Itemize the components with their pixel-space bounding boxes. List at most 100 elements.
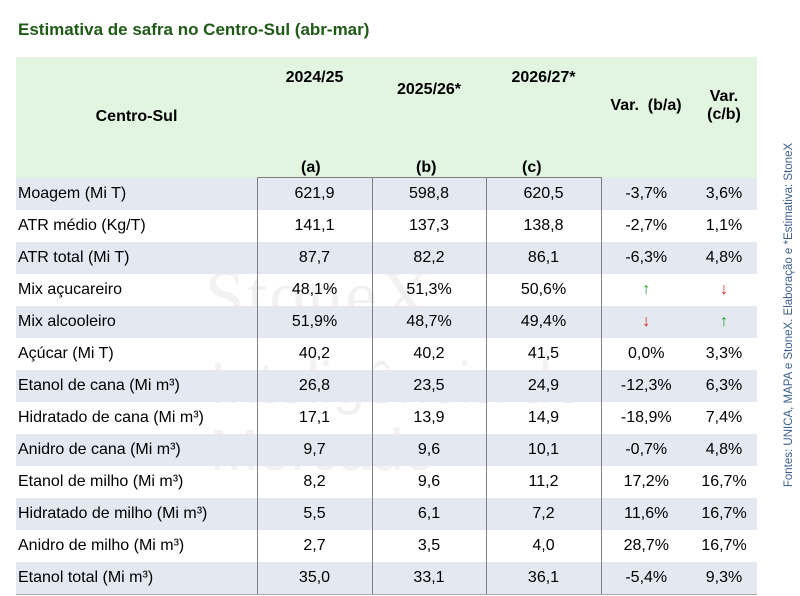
row-label: Anidro de cana (Mi m³) <box>16 434 257 466</box>
cell-2026-27-text: 14,9 <box>527 409 560 426</box>
cell-2026-27-text: 86,1 <box>527 249 560 266</box>
cell-2026-27: 24,9 <box>485 370 601 402</box>
row-label: Etanol total (Mi m³) <box>16 562 257 595</box>
cell-var-cb-text: 16,7% <box>701 537 747 554</box>
cell-2024-25-text: 87,7 <box>298 249 331 266</box>
cell-2026-27: 86,1 <box>485 242 601 274</box>
cell-2025-26: 598,8 <box>371 177 486 210</box>
cell-2026-27-text: 36,1 <box>527 569 560 586</box>
cell-var-ba: 0,0% <box>600 338 691 370</box>
cell-var-ba: -0,7% <box>600 434 691 466</box>
table-row: Anidro de milho (Mi m³) 2,7 3,5 4,0 28,7% 16,… <box>16 530 757 562</box>
cell-var-cb: 6,3% <box>691 370 757 402</box>
cell-2026-27: 36,1 <box>485 562 601 595</box>
col-a-year-text: 2024/25 <box>285 69 344 86</box>
cell-2024-25: 5,5 <box>256 498 372 530</box>
cell-2026-27: 14,9 <box>485 402 601 434</box>
cell-2025-26-text: 48,7% <box>406 313 452 330</box>
page-title: Estimativa de safra no Centro-Sul (abr-m… <box>18 20 370 39</box>
arrow-down-icon: ↓ <box>642 313 651 330</box>
cell-2025-26: 51,3% <box>371 274 486 306</box>
cell-2024-25-text: 17,1 <box>298 409 331 426</box>
cell-2025-26-text: 33,1 <box>413 569 445 586</box>
table-row: Hidratado de cana (Mi m³) 17,1 13,9 14,9 -18… <box>16 402 757 434</box>
cell-2024-25: 35,0 <box>256 562 372 595</box>
table-row: Mix açucareiro 48,1% 51,3% 50,6% ↑ ↓ <box>16 274 757 306</box>
cell-var-cb: 3,3% <box>691 338 757 370</box>
cell-var-cb: 16,7% <box>691 498 757 530</box>
cell-var-ba: -18,9% <box>600 402 691 434</box>
cell-2025-26-text: 9,6 <box>417 473 441 490</box>
row-label: Hidratado de cana (Mi m³) <box>16 402 257 434</box>
row-label-text: ATR total (Mi T) <box>18 249 130 266</box>
row-label: Açúcar (Mi T) <box>16 338 257 370</box>
cell-2026-27-text: 138,8 <box>523 217 564 234</box>
cell-2026-27-text: 41,5 <box>527 345 560 362</box>
header-col-a-year: 2024/25 <box>257 57 372 155</box>
cell-var-ba: -6,3% <box>600 242 691 274</box>
cell-2026-27: 11,2 <box>485 466 601 498</box>
header-col-a-sub: (a) <box>257 155 372 178</box>
cell-2025-26-text: 598,8 <box>408 185 450 202</box>
cell-2024-25: 17,1 <box>256 402 372 434</box>
source-note: Fontes: UNICA, MAPA e StoneX. Elaboração… <box>778 40 800 590</box>
cell-2024-25-text: 26,8 <box>298 377 331 394</box>
cell-2024-25: 51,9% <box>256 306 372 338</box>
cell-2024-25-text: 35,0 <box>298 569 331 586</box>
cell-2025-26: 6,1 <box>371 498 486 530</box>
cell-var-ba: 28,7% <box>600 530 691 562</box>
cell-var-cb: 9,3% <box>691 562 757 595</box>
cell-var-ba: 17,2% <box>600 466 691 498</box>
cell-2026-27-text: 620,5 <box>523 185 564 202</box>
cell-var-ba-text: 17,2% <box>623 473 669 490</box>
row-label-text: Etanol de milho (Mi m³) <box>18 473 184 490</box>
row-label-text: ATR médio (Kg/T) <box>18 217 146 234</box>
var-cb-line2: (c/b) <box>707 106 741 124</box>
cell-2026-27-text: 50,6% <box>520 281 567 298</box>
cell-2024-25-text: 2,7 <box>303 537 326 554</box>
row-label: Moagem (Mi T) <box>16 177 257 210</box>
cell-var-cb-text: 1,1% <box>705 217 743 234</box>
header-var-ba: Var. (b/a) <box>601 57 691 178</box>
cell-var-cb-text: 9,3% <box>705 569 743 586</box>
var-cb-line1: Var. <box>709 88 739 106</box>
cell-2024-25: 2,7 <box>256 530 372 562</box>
cell-var-cb: 16,7% <box>691 530 757 562</box>
row-label: Mix açucareiro <box>16 274 257 306</box>
cell-2026-27: 49,4% <box>485 306 601 338</box>
cell-var-cb-text: 16,7% <box>701 505 747 522</box>
cell-2025-26-text: 137,3 <box>408 217 450 234</box>
var-ba-text: Var. (b/a) <box>610 97 682 115</box>
cell-var-ba: ↓ <box>600 306 691 338</box>
cell-var-ba-text: -0,7% <box>625 441 668 458</box>
table-row: Anidro de cana (Mi m³) 9,7 9,6 10,1 -0,7% 4,8… <box>16 434 757 466</box>
cell-var-ba: -3,7% <box>600 177 691 210</box>
cell-2025-26-text: 6,1 <box>417 505 441 522</box>
cell-2026-27-text: 4,0 <box>532 537 555 554</box>
cell-var-cb: 7,4% <box>691 402 757 434</box>
cell-2026-27: 620,5 <box>485 177 601 210</box>
table-row: ATR total (Mi T) 87,7 82,2 86,1 -6,3% 4,8% <box>16 242 757 274</box>
table-row: Etanol total (Mi m³) 35,0 33,1 36,1 -5,4% 9,3… <box>16 562 757 595</box>
cell-var-cb-text: 3,3% <box>705 345 743 362</box>
header-col-b-year: 2025/26* <box>372 57 486 155</box>
row-label: ATR médio (Kg/T) <box>16 210 257 242</box>
cell-2025-26-text: 51,3% <box>406 281 452 298</box>
table-row: ATR médio (Kg/T) 141,1 137,3 138,8 -2,7% 1,1% <box>16 210 757 242</box>
table-row: Açúcar (Mi T) 40,2 40,2 41,5 0,0% 3,3% <box>16 338 757 370</box>
cell-2026-27-text: 11,2 <box>528 473 559 490</box>
cell-var-ba-text: -3,7% <box>625 184 668 202</box>
cell-2024-25: 87,7 <box>256 242 372 274</box>
row-label-text: Açúcar (Mi T) <box>18 345 114 362</box>
cell-2024-25-text: 40,2 <box>298 345 331 362</box>
header-col-c-year: 2026/27* <box>486 57 601 155</box>
cell-var-ba: -2,7% <box>600 210 691 242</box>
arrow-down-icon: ↓ <box>720 281 728 298</box>
row-label: Anidro de milho (Mi m³) <box>16 530 257 562</box>
table-row: Etanol de cana (Mi m³) 26,8 23,5 24,9 -12,3%… <box>16 370 757 402</box>
arrow-up-icon: ↑ <box>642 281 651 298</box>
cell-2025-26-text: 82,2 <box>413 249 445 266</box>
row-label: Hidratado de milho (Mi m³) <box>16 498 257 530</box>
cell-var-ba: -12,3% <box>600 370 691 402</box>
cell-2024-25-text: 51,9% <box>291 313 338 330</box>
